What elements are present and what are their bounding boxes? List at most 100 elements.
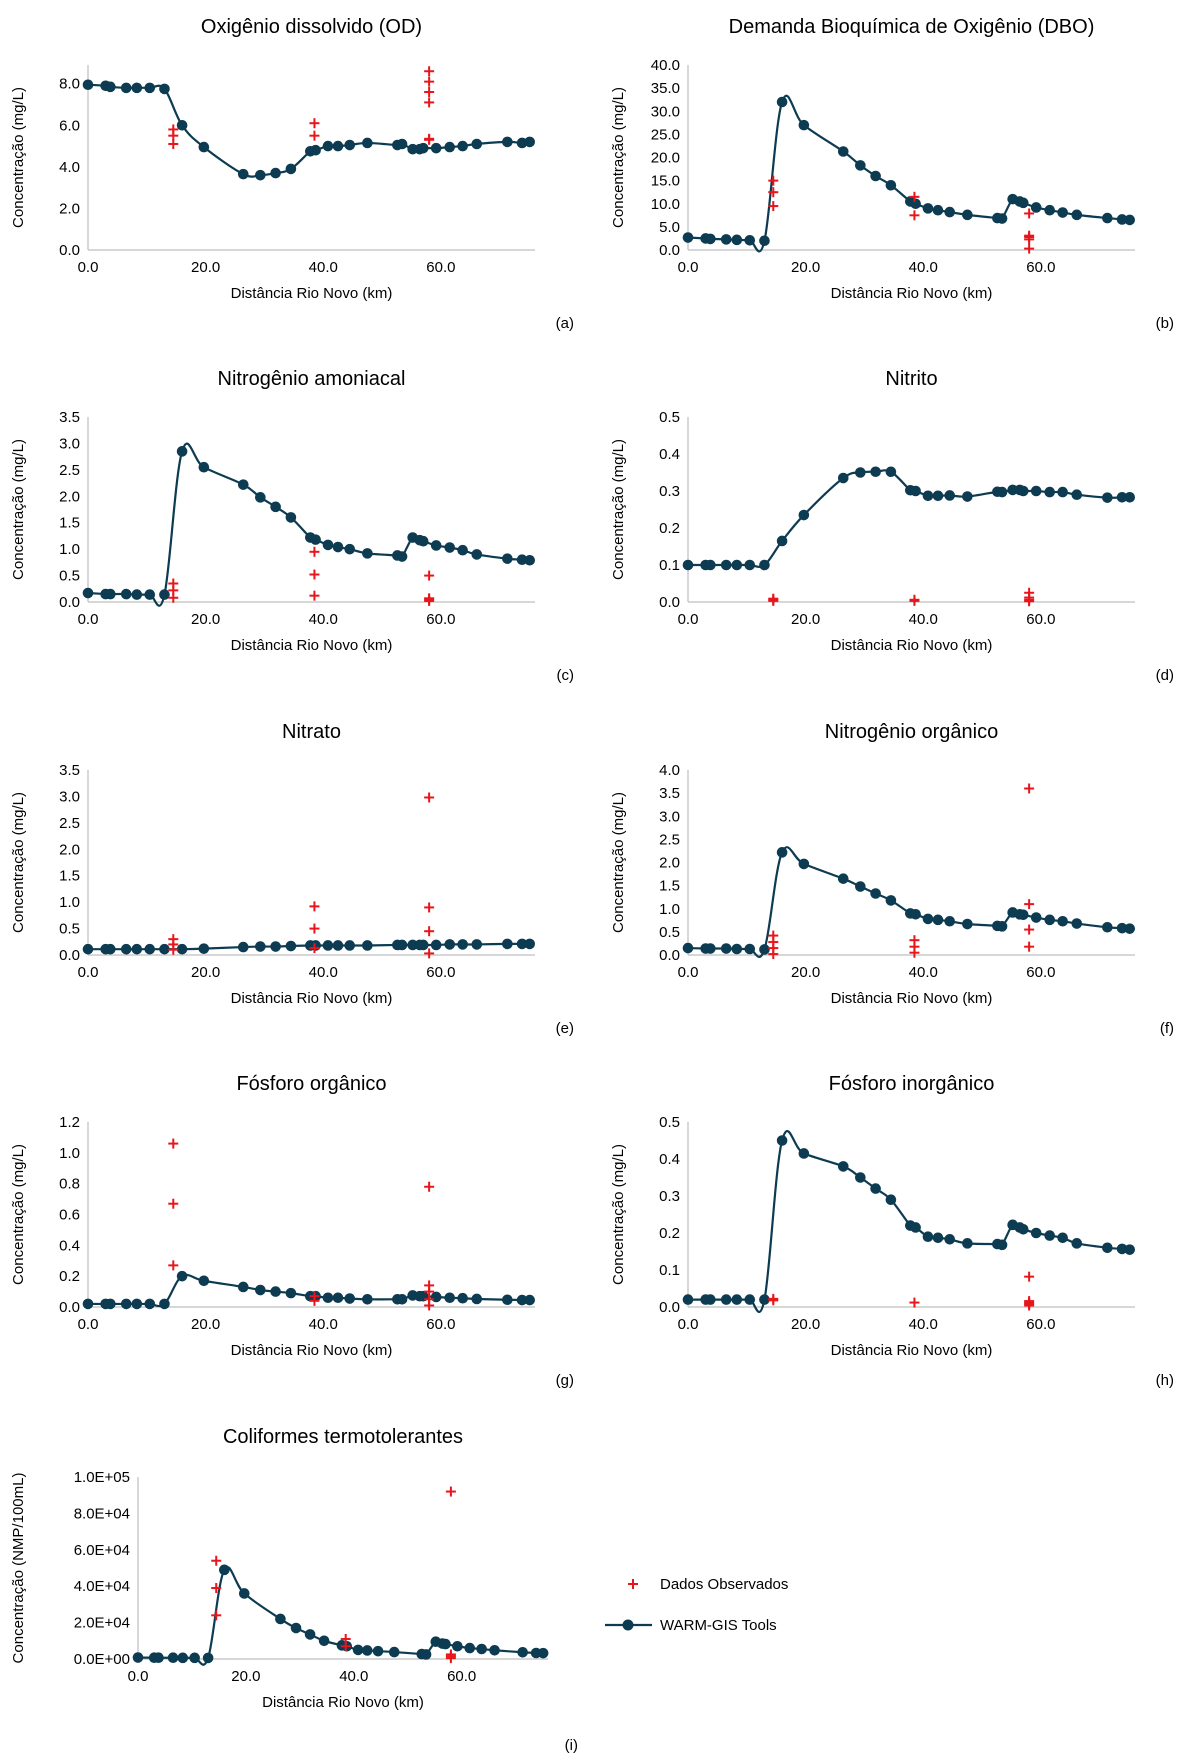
- x-tick-label: 60.0: [1026, 611, 1055, 628]
- y-tick-label: 2.0E+04: [74, 1615, 130, 1632]
- y-tick-label: 0.4: [59, 1237, 80, 1254]
- chart-svg-g: Fósforo orgânico 0.0 0.2 0.4 0.6 0.8 1.0 1.2 0.0…: [10, 1073, 574, 1389]
- model-data-point: [1116, 922, 1128, 934]
- model-data-point: [776, 96, 788, 108]
- model-data-point: [776, 847, 788, 858]
- panel-tag: (a): [556, 315, 574, 332]
- model-data-point: [489, 1644, 500, 1656]
- observed-data-point: [168, 1138, 179, 1149]
- model-data-point: [270, 167, 281, 179]
- y-tick-label: 25.0: [651, 126, 680, 143]
- model-data-point: [352, 1644, 364, 1656]
- y-tick-label: 3.0: [59, 435, 80, 452]
- y-tick-label: 2.5: [59, 815, 80, 832]
- x-tick-label: 0.0: [78, 964, 99, 981]
- y-tick-label: 1.0: [659, 901, 680, 918]
- model-data-point: [502, 1294, 513, 1306]
- chart-svg-h: Fósforo inorgânico 0.0 0.1 0.2 0.3 0.4 0.5 0.0 2…: [610, 1073, 1174, 1389]
- model-data-point: [910, 198, 921, 210]
- model-series-line: [687, 846, 1130, 958]
- model-data-point: [444, 542, 456, 553]
- model-data-point: [759, 1294, 770, 1305]
- y-tick-label: 0.5: [659, 924, 680, 941]
- legend-model-label: WARM-GIS Tools: [660, 1617, 777, 1634]
- y-tick-label: 1.0: [59, 894, 80, 911]
- y-tick-label: 4.0E+04: [74, 1578, 130, 1595]
- x-tick-label: 20.0: [791, 611, 820, 628]
- model-data-point: [471, 138, 483, 150]
- model-data-point: [310, 144, 321, 156]
- x-axis-label: Distância Rio Novo (km): [831, 990, 993, 1007]
- x-tick-label: 20.0: [231, 1668, 260, 1685]
- x-tick-label: 40.0: [309, 259, 338, 276]
- model-data-point: [471, 939, 483, 950]
- model-data-point: [304, 1629, 316, 1640]
- x-tick-label: 60.0: [426, 964, 455, 981]
- observed-data-point: [768, 201, 779, 212]
- legend-observed-label: Dados Observados: [660, 1576, 788, 1593]
- model-data-point: [285, 940, 297, 952]
- model-data-point: [344, 139, 356, 151]
- model-data-point: [237, 941, 249, 953]
- model-data-point: [1102, 921, 1113, 933]
- model-data-point: [1071, 489, 1083, 500]
- model-data-point: [362, 940, 373, 951]
- model-data-point: [144, 1298, 156, 1310]
- model-data-point: [885, 1194, 897, 1205]
- model-data-point: [744, 559, 756, 571]
- x-tick-label: 40.0: [909, 259, 938, 276]
- model-data-point: [176, 446, 188, 457]
- model-data-point: [177, 1652, 189, 1664]
- model-data-point: [870, 888, 881, 899]
- model-data-point: [731, 1294, 743, 1305]
- model-data-point: [471, 549, 483, 560]
- observed-data-point: [309, 569, 320, 580]
- y-tick-label: 1.0E+05: [74, 1469, 130, 1486]
- model-data-point: [176, 1270, 188, 1282]
- x-tick-label: 60.0: [426, 611, 455, 628]
- x-axis-label: Distância Rio Novo (km): [831, 637, 993, 654]
- model-data-point: [417, 939, 429, 951]
- x-axis-label: Distância Rio Novo (km): [231, 1342, 393, 1359]
- model-data-point: [440, 1638, 451, 1650]
- model-data-point: [144, 943, 156, 955]
- chart-title: Oxigênio dissolvido (OD): [201, 16, 422, 38]
- model-data-point: [144, 82, 156, 94]
- model-data-point: [1030, 202, 1042, 213]
- observed-data-point: [309, 943, 320, 954]
- model-data-point: [944, 915, 956, 927]
- model-data-point: [275, 1613, 286, 1625]
- model-data-point: [1071, 1238, 1083, 1249]
- model-data-point: [1124, 491, 1136, 503]
- model-data-point: [105, 943, 116, 955]
- y-tick-label: 0.3: [659, 483, 680, 500]
- model-data-point: [388, 1646, 400, 1658]
- model-data-point: [1030, 1227, 1042, 1239]
- model-data-point: [82, 79, 94, 91]
- model-data-point: [105, 1298, 116, 1310]
- y-tick-label: 0.5: [59, 568, 80, 585]
- y-tick-label: 1.0: [59, 541, 80, 558]
- y-tick-label: 0.5: [659, 409, 680, 426]
- model-data-point: [1017, 197, 1029, 209]
- model-data-point: [82, 587, 94, 599]
- model-data-point: [1102, 1242, 1113, 1254]
- model-data-point: [731, 559, 743, 571]
- model-data-point: [922, 1231, 934, 1242]
- observed-data-point: [768, 593, 779, 604]
- model-data-point: [885, 179, 897, 191]
- model-data-point: [105, 81, 116, 93]
- model-data-point: [372, 1645, 384, 1657]
- y-axis-label: Concentração (mg/L): [610, 1144, 627, 1285]
- chart-svg-c: Nitrogênio amoniacal 0.0 0.5 1.0 1.5 2.0 2.5 3.…: [10, 368, 574, 684]
- x-tick-label: 60.0: [1026, 1316, 1055, 1333]
- model-data-point: [885, 895, 897, 906]
- model-data-point: [1116, 491, 1128, 503]
- model-data-point: [219, 1564, 230, 1576]
- model-data-point: [502, 553, 513, 564]
- model-data-point: [144, 589, 156, 600]
- model-data-point: [870, 170, 881, 182]
- model-data-point: [855, 467, 866, 478]
- model-data-point: [1030, 485, 1042, 497]
- model-data-point: [189, 1652, 200, 1664]
